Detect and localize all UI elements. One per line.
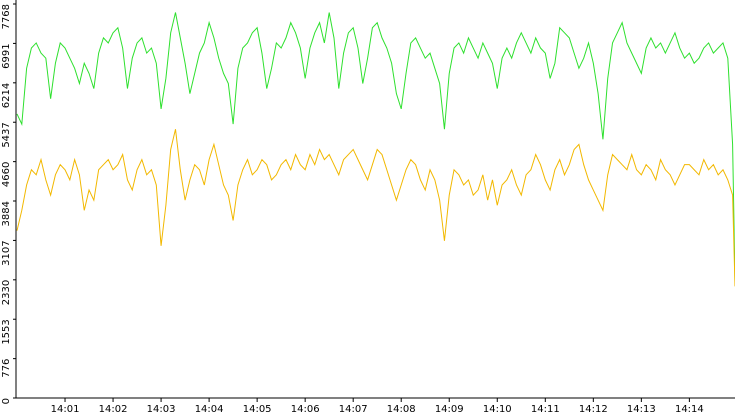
x-tick-label: 14:14: [675, 404, 704, 415]
y-tick-label: 7768: [1, 4, 12, 29]
y-tick-label: 3884: [1, 201, 12, 226]
line-series: [16, 129, 735, 287]
x-tick-label: 14:04: [195, 404, 224, 415]
y-tick-label: 1553: [1, 319, 12, 344]
y-tick-label: 3107: [1, 240, 12, 265]
x-tick-label: 14:02: [99, 404, 128, 415]
x-tick-label: 14:03: [147, 404, 176, 415]
x-tick-label: 14:10: [483, 404, 512, 415]
x-tick-label: 14:01: [51, 404, 80, 415]
y-tick-label: 776: [1, 359, 12, 378]
x-tick-label: 14:06: [291, 404, 320, 415]
y-tick-label: 6991: [1, 43, 12, 68]
y-tick-label: 0: [1, 398, 12, 404]
y-tick-label: 2330: [1, 280, 12, 305]
x-tick-label: 14:08: [387, 404, 416, 415]
x-tick-label: 14:13: [627, 404, 656, 415]
x-tick-label: 14:12: [579, 404, 608, 415]
x-tick-label: 14:05: [243, 404, 272, 415]
y-tick-label: 5437: [1, 122, 12, 147]
line-series: [16, 12, 735, 282]
x-tick-label: 14:11: [531, 404, 560, 415]
x-tick-label: 14:09: [435, 404, 464, 415]
x-tick-label: 14:07: [339, 404, 368, 415]
y-tick-label: 4660: [1, 162, 12, 187]
y-tick-label: 6214: [1, 83, 12, 108]
